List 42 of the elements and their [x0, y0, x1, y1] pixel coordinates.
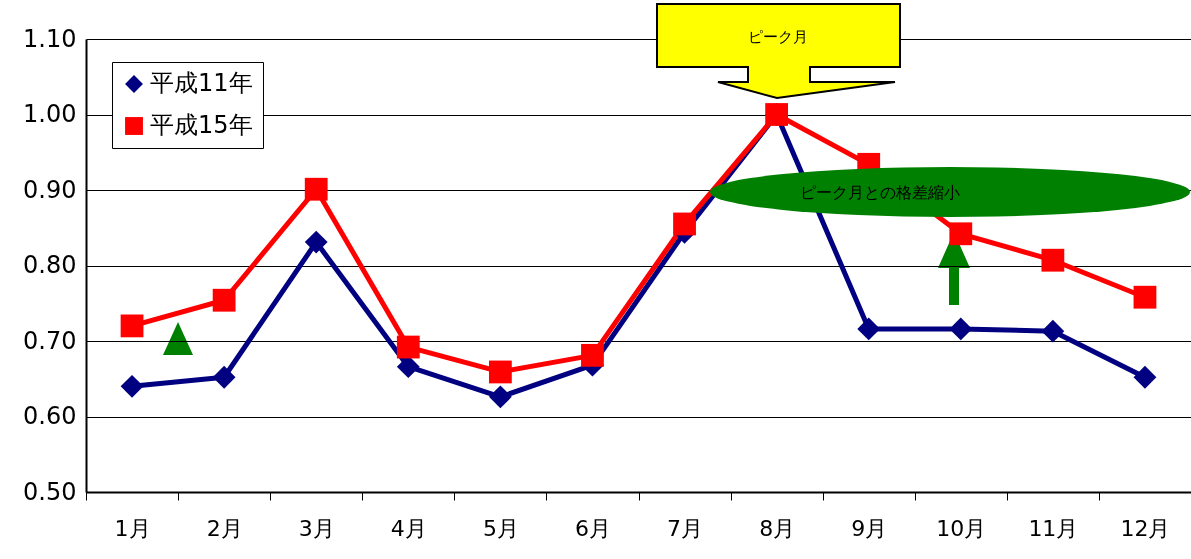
x-tick-label: 6月	[574, 515, 611, 541]
x-tick-label: 10月	[936, 515, 987, 541]
point	[1041, 248, 1065, 272]
point	[857, 317, 881, 341]
point	[212, 288, 236, 312]
point	[1041, 319, 1065, 343]
y-tick-label: 0.80	[23, 251, 77, 279]
point	[304, 177, 328, 201]
point	[949, 317, 973, 341]
y-tick-label: 0.50	[23, 477, 77, 506]
annotation: ピーク月との格差縮小	[800, 183, 960, 202]
point	[949, 222, 973, 246]
x-tick-label: 5月	[482, 515, 519, 541]
point	[581, 343, 604, 367]
point	[488, 385, 512, 409]
y-tick-label: 0.60	[23, 402, 77, 430]
annotation: ピーク月	[748, 28, 808, 46]
point	[120, 314, 144, 338]
point	[1133, 285, 1157, 309]
y-tick-label: 0.70	[23, 326, 77, 355]
x-tick-label: 3月	[298, 515, 335, 541]
point	[120, 374, 144, 398]
legend-label: 平成11年	[150, 69, 253, 97]
point	[396, 355, 420, 379]
x-tick-label: 12月	[1120, 515, 1171, 541]
x-tick-label: 9月	[851, 515, 888, 541]
x-tick-label: 1月	[114, 515, 151, 541]
x-tick-label: 4月	[390, 515, 427, 541]
x-tick-label: 7月	[667, 515, 704, 541]
y-tick-label: 1.10	[23, 24, 77, 53]
legend-label: 平成15年	[150, 111, 253, 139]
point	[212, 365, 236, 389]
y-tick-label: 0.90	[23, 175, 77, 204]
x-tick-label: 8月	[759, 515, 796, 541]
point	[304, 230, 328, 254]
point	[488, 360, 512, 384]
point	[396, 335, 420, 359]
y-tick-label: 1.00	[23, 100, 77, 128]
point	[673, 212, 696, 236]
x-tick-label: 2月	[206, 515, 243, 541]
x-tick-label: 11月	[1028, 515, 1079, 541]
point	[1133, 365, 1157, 389]
